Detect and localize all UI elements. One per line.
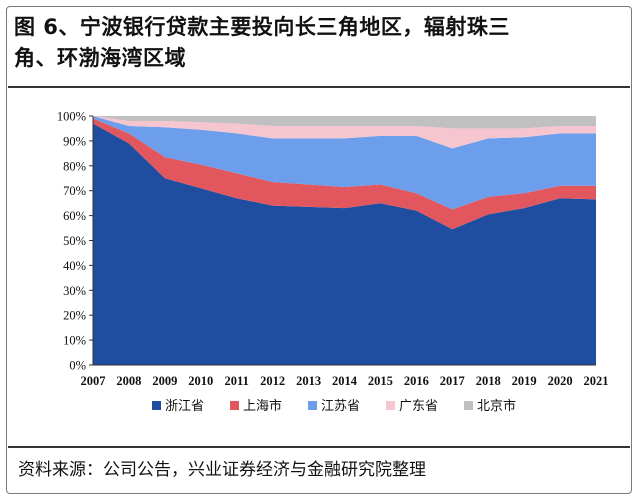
x-tick-label: 2010 [188, 374, 213, 388]
area-series-4 [93, 116, 596, 149]
stacked-area-chart: 0%10%20%30%40%50%60%70%80%90%100% 2007 20… [57, 110, 609, 415]
legend-swatch-3 [308, 401, 317, 410]
figure-title: 图 6、宁波银行贷款主要投向长三角地区，辐射珠三 角、环渤海湾区域 [14, 12, 624, 74]
source-divider [8, 446, 630, 448]
y-tick-label: 60% [63, 209, 86, 223]
y-tick-label: 100% [57, 110, 86, 124]
legend-swatch-4 [386, 401, 395, 410]
area-series-1 [93, 123, 596, 365]
y-tick-label: 20% [63, 309, 86, 323]
x-tick-label: 2017 [440, 374, 465, 388]
x-tick-label: 2019 [512, 374, 537, 388]
x-tick-label: 2016 [404, 374, 429, 388]
x-axis-ticks: 2007 2008 2009 2010 2011 2012 2013 2014 2015 2016… [81, 374, 609, 388]
legend-swatch-1 [152, 401, 161, 410]
area-series-5 [93, 116, 596, 129]
legend-label-3: 江苏省 [321, 398, 360, 414]
area-layers [93, 116, 596, 365]
legend-swatch-5 [464, 401, 473, 410]
title-divider [8, 86, 630, 88]
legend-label-2: 上海市 [243, 398, 282, 414]
x-tick-label: 2011 [225, 374, 249, 388]
area-series-2 [93, 118, 596, 230]
y-tick-label: 70% [63, 184, 86, 198]
legend-label-1: 浙江省 [165, 399, 204, 414]
x-tick-label: 2007 [81, 374, 106, 388]
y-axis-ticks: 0% 10% 20% 30% 40% 50% 60% 70% 80% 90% 100% [57, 110, 93, 373]
y-tick-label: 50% [63, 234, 86, 248]
y-tick-label: 90% [63, 134, 86, 148]
x-tick-label: 2020 [548, 374, 573, 388]
legend-label-4: 广东省 [399, 399, 438, 414]
x-tick-label: 2009 [152, 374, 177, 388]
y-tick-label: 10% [63, 334, 86, 348]
title-line-2: 角、环渤海湾区域 [14, 46, 186, 70]
legend-swatch-2 [230, 401, 239, 410]
legend-label-5: 北京市 [477, 398, 516, 414]
y-tick-label: 0% [69, 359, 86, 373]
x-tick-label: 2008 [116, 374, 141, 388]
y-tick-label: 30% [63, 284, 86, 298]
x-tick-label: 2014 [332, 374, 358, 388]
chart-legend: 浙江省 上海市 江苏省 广东省 北京市 [152, 398, 516, 414]
title-line-1: 图 6、宁波银行贷款主要投向长三角地区，辐射珠三 [14, 15, 510, 39]
y-tick-label: 80% [63, 159, 86, 173]
x-tick-label: 2012 [260, 374, 285, 388]
x-tick-label: 2018 [476, 374, 501, 388]
source-note: 资料来源：公司公告，兴业证券经济与金融研究院整理 [18, 460, 426, 480]
x-tick-label: 2015 [368, 374, 393, 388]
area-series-3 [93, 116, 596, 210]
y-tick-label: 40% [63, 259, 86, 273]
x-tick-label: 2021 [584, 374, 609, 388]
x-tick-label: 2013 [296, 374, 321, 388]
